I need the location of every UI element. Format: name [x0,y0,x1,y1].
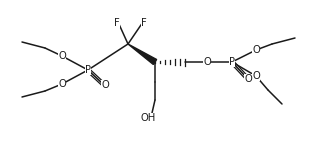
Text: O: O [252,45,260,55]
Text: OH: OH [140,113,156,123]
Text: F: F [114,18,120,28]
Text: F: F [141,18,147,28]
Text: O: O [252,71,260,81]
Text: O: O [58,51,66,61]
Text: O: O [203,57,211,67]
Text: O: O [244,74,252,84]
Text: O: O [58,79,66,89]
Text: P: P [229,57,235,67]
Text: P: P [85,65,91,75]
Polygon shape [128,44,157,64]
Text: O: O [101,80,109,90]
